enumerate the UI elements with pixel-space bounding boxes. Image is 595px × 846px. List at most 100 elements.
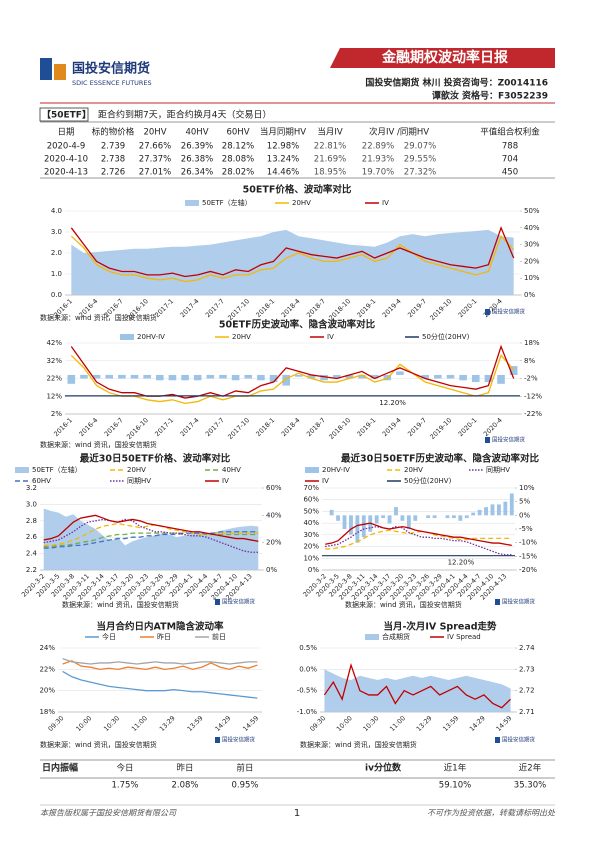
x-tick-label: 10:30 (102, 714, 121, 733)
logo-mark (485, 309, 490, 315)
bar (92, 374, 101, 379)
logo-mark (495, 599, 500, 605)
bar (387, 515, 392, 524)
x-tick-label: 2017-4 (179, 297, 201, 319)
x-tick-label: 2018-10 (327, 297, 352, 322)
author-line: 国投安信期货 林川 投资咨询号：Z0014116 (365, 77, 548, 89)
x-tick-label: 09:30 (47, 714, 66, 733)
y-tick-label: 0% (308, 566, 319, 574)
chart-title: 50ETF历史波动率、隐含波动率对比 (219, 319, 376, 331)
line (43, 514, 259, 542)
table-header: 20HV (143, 128, 166, 138)
line (43, 522, 259, 547)
y2-tick-label: 60% (266, 484, 282, 492)
line (43, 531, 259, 549)
line (43, 532, 259, 548)
line (70, 354, 515, 405)
bar (477, 509, 482, 516)
bar (400, 515, 405, 521)
y2-tick-label: 0% (266, 566, 277, 574)
bar (434, 374, 442, 379)
y2-tick-label: 0% (524, 291, 535, 299)
legend-label: 20HV (292, 199, 311, 207)
x-tick-label: 2018-7 (305, 416, 327, 438)
logo-mark (485, 437, 490, 443)
table-cell: 21.93% (362, 155, 394, 165)
bar (332, 374, 341, 379)
table-cell: 28.02% (222, 168, 254, 178)
y-tick-label: 22% (46, 375, 62, 383)
x-tick-label: 2017-7 (204, 416, 226, 438)
table-cell: 21.69% (314, 155, 346, 165)
table-cell: 2020-4-9 (47, 142, 86, 152)
y-tick-label: 0.0% (299, 665, 317, 673)
y-tick-label: 3.2 (26, 484, 37, 492)
table-header: 近1年 (444, 763, 467, 774)
bar (374, 515, 379, 524)
line (43, 518, 259, 553)
table-cell: 26.38% (181, 155, 213, 165)
bar (459, 374, 467, 381)
bar (320, 374, 328, 381)
bar (206, 374, 215, 379)
source-note: 数据来源：wind 资讯，国投安信期货 (345, 600, 462, 609)
table-cell: 704 (502, 155, 518, 165)
x-tick-label: 2019-7 (406, 297, 428, 319)
line (62, 658, 258, 665)
x-tick-label: 10:00 (74, 714, 93, 733)
logo-mark (54, 64, 66, 80)
reference-label: 12.20% (379, 399, 406, 407)
legend-label: 20HV-IV (137, 333, 165, 341)
table-header: 次月IV /同期HV (369, 127, 429, 138)
source-note: 数据来源：wind 资讯，国投安信期货 (300, 740, 417, 749)
y2-tick-label: 10% (524, 274, 540, 282)
y-tick-label: 60% (303, 496, 319, 504)
table-header: 60HV (226, 128, 249, 138)
bar (358, 374, 366, 379)
x-tick-label: 2019-1 (356, 416, 378, 438)
logo-text: 国投安信期货 (222, 598, 256, 606)
table-cell: 35.30% (514, 781, 546, 791)
y-tick-label: 0.5% (299, 644, 317, 652)
area (43, 508, 259, 570)
table-cell: 2.08% (171, 781, 198, 791)
legend-swatch (120, 334, 134, 340)
source-note: 数据来源：wind 资讯，国投安信期货 (40, 740, 157, 749)
table-cell: 19.70% (362, 168, 394, 178)
y-tick-label: 40% (303, 519, 319, 527)
table-tag: 【50ETF】 (42, 110, 91, 121)
bar (143, 374, 151, 379)
y-tick-label: 50% (303, 507, 319, 515)
y-tick-label: 20% (303, 543, 319, 551)
chart-title: 当月-次月IV Spread走势 (383, 621, 497, 633)
table-header: 日期 (57, 128, 74, 138)
x-tick-label: 09:30 (308, 714, 327, 733)
bar (269, 374, 278, 383)
x-tick-label: 13:59 (186, 714, 205, 733)
report-title: 金融期权波动率日报 (381, 49, 508, 66)
line (70, 225, 515, 278)
table-cell: 2.739 (101, 142, 125, 152)
chart-title: 50ETF价格、波动率对比 (243, 184, 352, 196)
y2-tick-label: -20% (519, 566, 537, 574)
chart-title: 最近30日50ETF价格、波动率对比 (80, 453, 231, 465)
bar (118, 374, 126, 379)
y-tick-label: 1.0 (51, 270, 62, 278)
y-tick-label: 2.6 (26, 533, 38, 541)
y-tick-label: 2% (51, 410, 62, 418)
bar (342, 515, 347, 529)
table-cell: 2.726 (101, 168, 125, 178)
y2-tick-label: 8% (524, 357, 535, 365)
x-tick-label: 11:00 (130, 714, 149, 733)
y2-tick-label: 0% (519, 511, 530, 519)
x-tick-label: 14:29 (468, 714, 487, 733)
y-tick-label: 70% (303, 484, 319, 492)
x-tick-label: 2018-4 (280, 416, 302, 438)
table-cell: 14.46% (267, 168, 299, 178)
logo-mark (495, 737, 500, 743)
table-header: 昨日 (176, 763, 193, 774)
legend-swatch (305, 467, 319, 473)
chart-title: 最近30日50ETF历史波动率、隐含波动率对比 (341, 453, 539, 465)
